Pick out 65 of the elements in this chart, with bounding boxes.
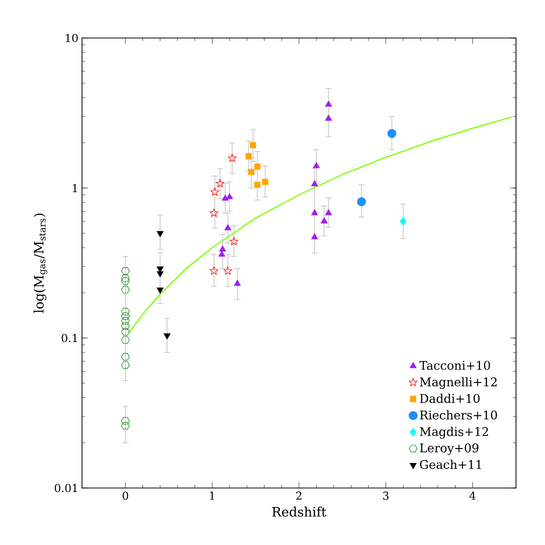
point: [156, 288, 164, 294]
point: [320, 217, 328, 224]
point: [250, 142, 256, 148]
y-tick-label: 1: [72, 184, 77, 192]
legend-label: Geach+11: [420, 460, 481, 469]
point: [222, 194, 229, 201]
point: [121, 312, 130, 320]
x-tick-label: 1: [210, 492, 214, 500]
point: [246, 153, 252, 160]
point: [224, 224, 232, 230]
point: [219, 245, 226, 252]
point: [121, 277, 130, 285]
point: [121, 308, 130, 316]
x-tick-label: 3: [383, 492, 388, 500]
point: [254, 163, 260, 170]
legend-label: Riechers+10: [420, 410, 497, 420]
point: [230, 237, 238, 246]
point: [164, 333, 170, 340]
legend-label: Tacconi+10: [419, 360, 490, 370]
point: [400, 216, 406, 226]
legend-label: Magdis+12: [420, 426, 488, 439]
legend-label: Magnelli+12: [420, 377, 497, 389]
point: [121, 274, 130, 282]
point: [228, 154, 236, 162]
point: [216, 179, 224, 188]
x-tick-label: 4: [469, 492, 476, 500]
point: [121, 317, 130, 325]
point: [248, 168, 254, 176]
y-axis-title: log(M$_{gas}$/M$_{stars}$): [34, 214, 48, 314]
point: [218, 250, 226, 257]
x-tick-label: 0: [122, 492, 128, 500]
y-tick-label: 10: [66, 34, 78, 42]
point: [262, 178, 268, 185]
point: [121, 267, 130, 275]
x-tick-label: 2: [296, 492, 302, 500]
point: [121, 322, 130, 330]
point: [156, 271, 164, 278]
point: [357, 197, 366, 206]
point: [121, 422, 130, 430]
point: [210, 188, 220, 196]
point: [121, 417, 130, 425]
y-tick-label: 0.01: [54, 484, 77, 492]
point: [210, 208, 218, 217]
point: [224, 266, 232, 275]
point: [121, 353, 130, 361]
point: [325, 100, 332, 107]
y-tick-label: 0.1: [62, 334, 77, 342]
point: [121, 361, 130, 369]
point: [311, 209, 318, 216]
line-series: [128, 116, 512, 334]
point: [226, 193, 233, 200]
point: [156, 231, 164, 238]
legend-label: Daddi+10: [420, 394, 480, 403]
point: [325, 114, 332, 121]
point: [121, 328, 130, 336]
point: [234, 280, 241, 286]
point: [121, 286, 130, 294]
x-axis-title: Redshift: [272, 506, 326, 517]
point: [387, 128, 396, 138]
legend-label: Leroy+09: [420, 443, 478, 455]
point: [121, 336, 130, 344]
point: [325, 209, 332, 216]
point: [210, 266, 218, 275]
point: [311, 233, 318, 240]
point: [254, 182, 260, 188]
